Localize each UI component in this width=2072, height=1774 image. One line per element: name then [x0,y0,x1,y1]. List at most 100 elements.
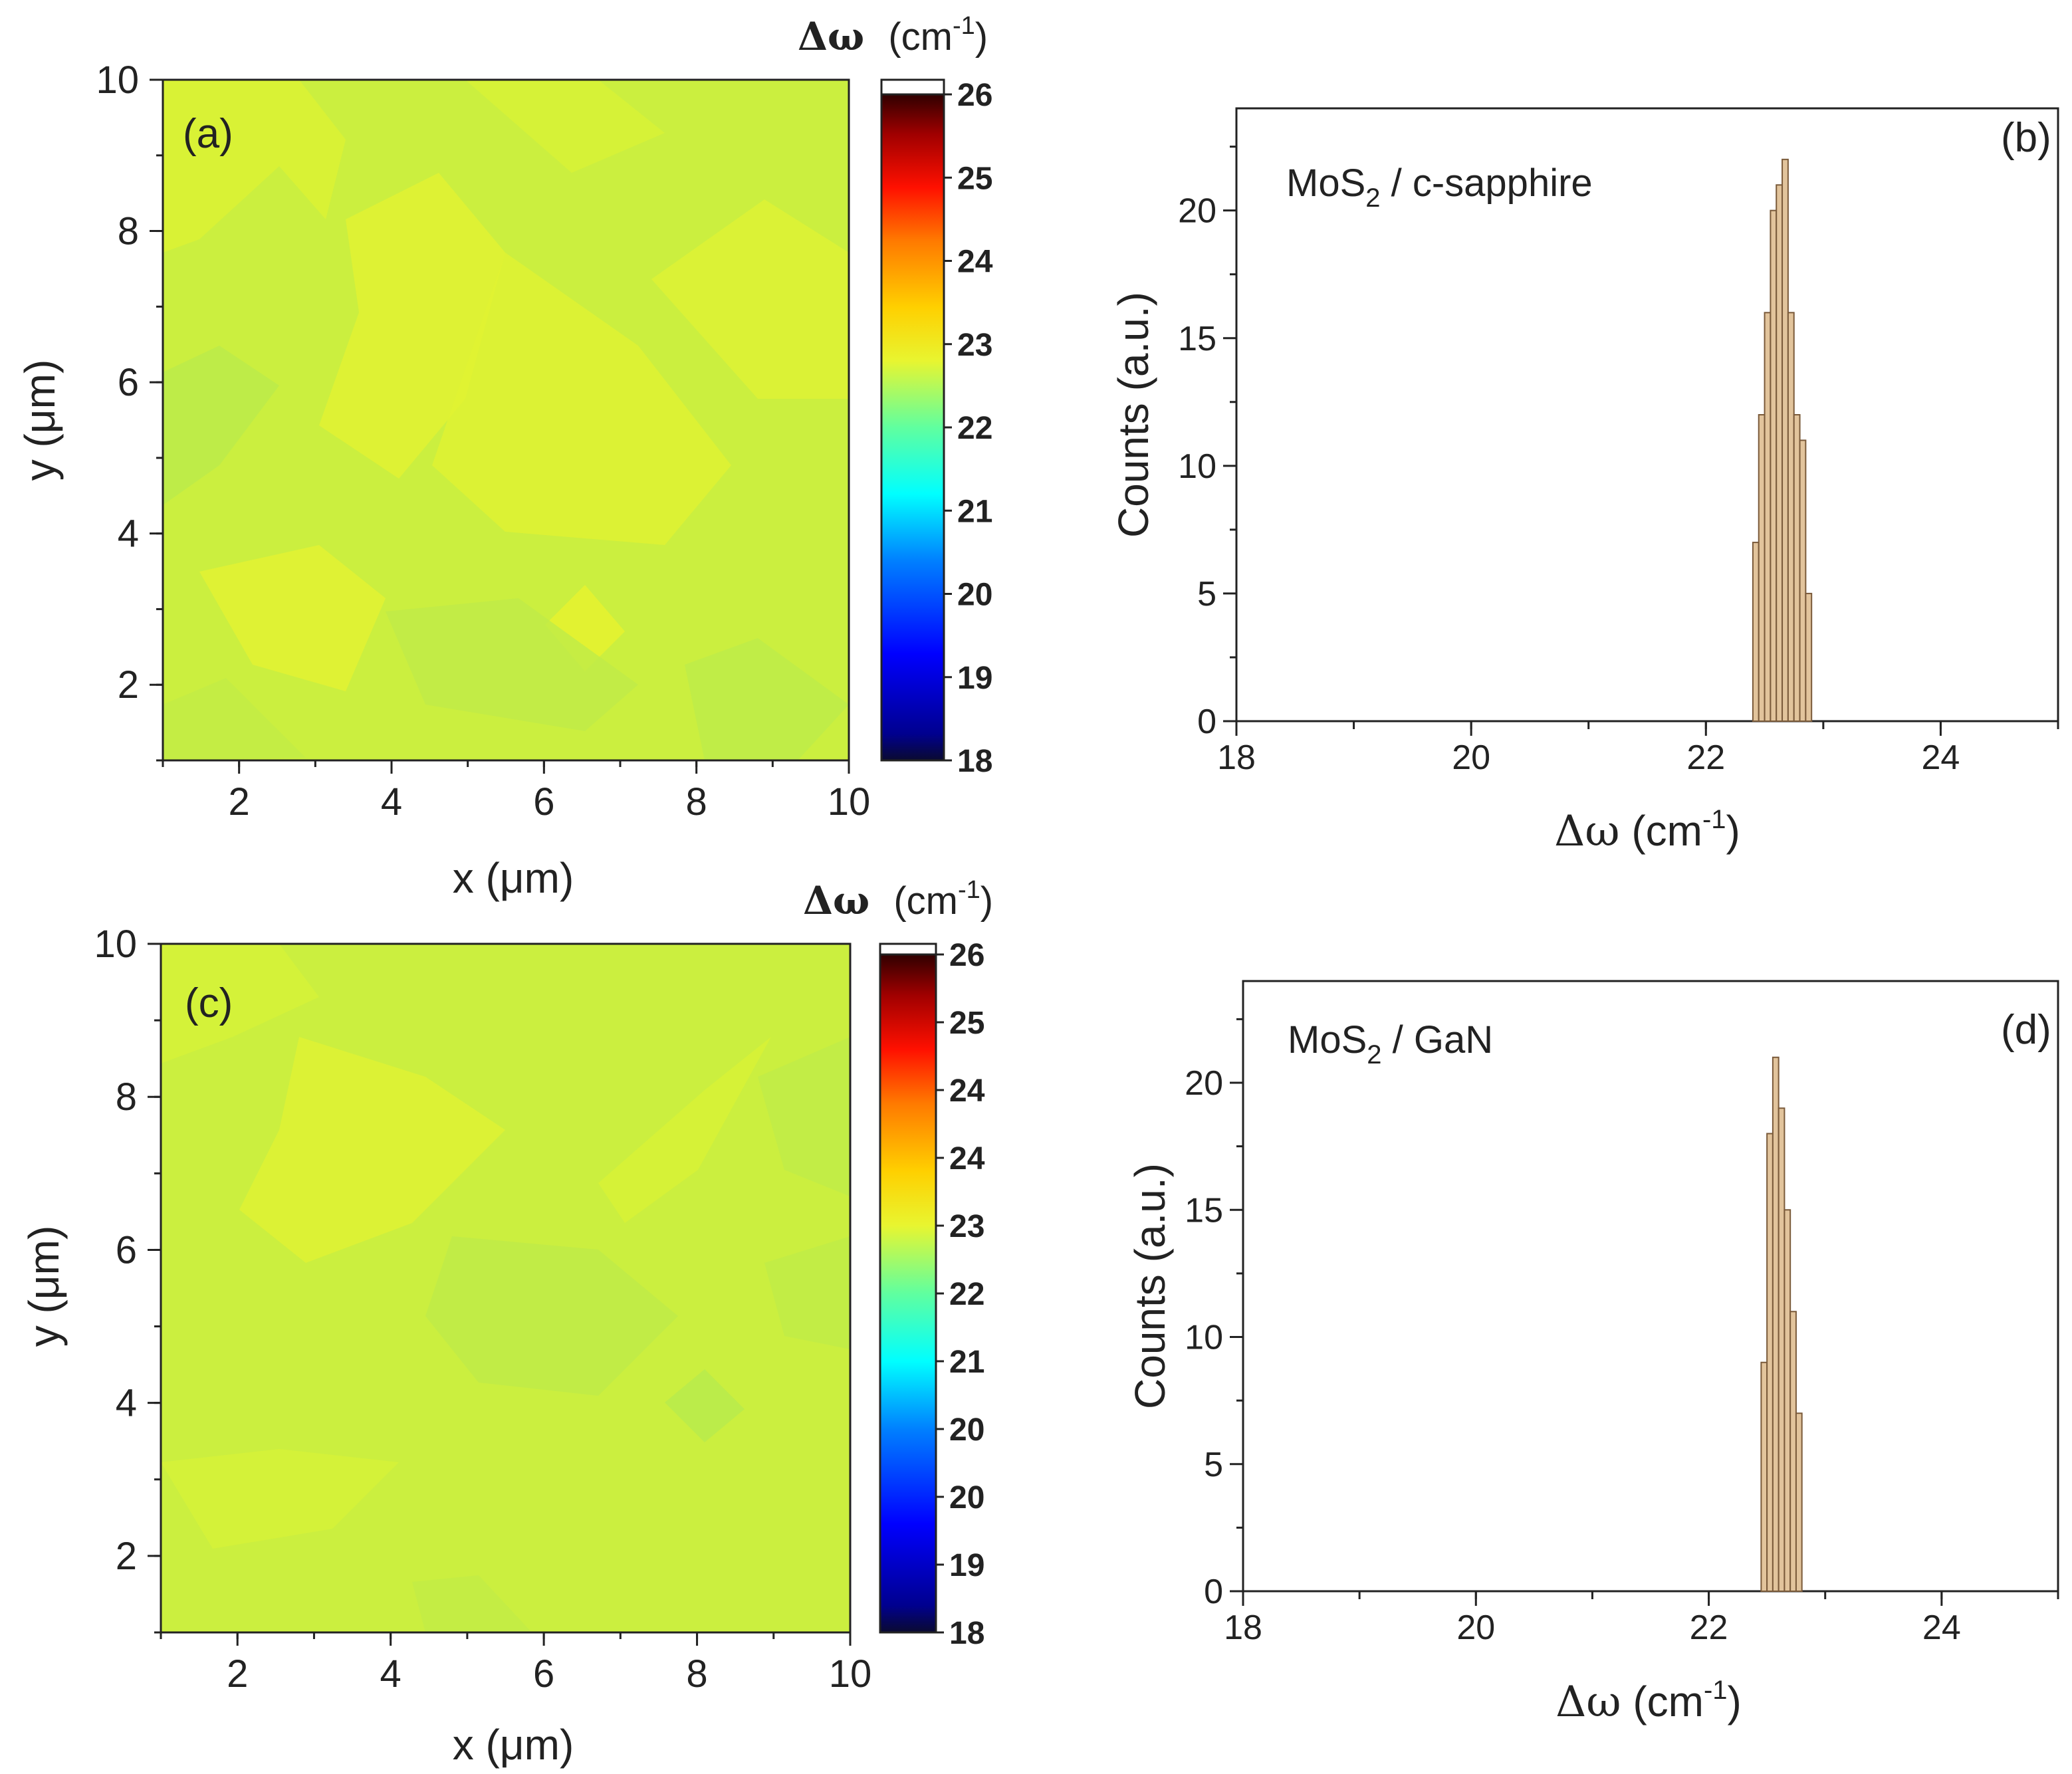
a-colorbar-tick-label: 24 [957,245,993,280]
d-plot-frame [1242,980,2059,1593]
b-xlabel-close: ) [1726,807,1740,855]
panel-d-histogram: 18 20 22 24 0 5 10 15 20 (d) MoS2 / GaN Δω (cm-… [1126,980,2059,1727]
d-annotation-rest: / GaN [1382,1018,1494,1061]
b-x-tick-label: 22 [1686,738,1725,777]
c-x-axis-label: x (μm) [453,1721,574,1769]
a-x-ticks: 2 4 6 8 10 [162,760,870,824]
a-y-axis-label: y (μm) [16,360,64,481]
c-colorbar-tick-label: 20 [949,1412,984,1448]
b-panel-label: (b) [2001,115,2051,161]
c-colorbar-tick-label: 20 [949,1480,984,1515]
d-x-tick-label: 18 [1224,1608,1262,1647]
b-y-tick-label: 0 [1197,703,1216,741]
b-x-tick-label: 24 [1922,738,1960,777]
a-colorbar-top-white [880,78,945,96]
b-xlabel-exp: -1 [1702,805,1726,834]
b-histogram-bar [1799,439,1807,722]
a-y-tick-label: 6 [118,361,139,404]
a-colorbar-tick-label: 26 [957,78,992,113]
d-y-tick-label: 0 [1204,1573,1223,1611]
c-y-ticks: 2 4 6 8 10 [94,923,161,1634]
c-x-tick-label: 2 [227,1652,248,1696]
a-colorbar-tick-label: 23 [957,328,992,363]
a-x-tick-label: 8 [686,780,707,824]
d-annotation-sub: 2 [1367,1040,1381,1069]
a-colorbar-tick-label: 19 [957,661,992,696]
b-histogram-bar [1805,592,1813,722]
b-y-tick-label: 5 [1197,575,1216,613]
b-y-tick-label: 10 [1178,447,1216,486]
b-x-tick-label: 18 [1217,738,1256,777]
a-colorbar-tick-label: 20 [957,578,992,613]
b-bars [1752,158,1813,722]
c-y-axis-label: y (μm) [20,1226,68,1347]
b-xlabel-symbol: Δω [1554,807,1619,856]
d-xlabel-symbol: Δω [1555,1678,1621,1727]
map-c-frame [160,942,852,1634]
c-colorbar-tick-label: 26 [949,938,984,973]
b-annotation-rest: / c-sapphire [1381,162,1593,205]
a-colorbar-ticks: 18 19 20 21 22 23 24 25 26 [944,78,993,779]
b-histogram-bar [1782,158,1789,722]
c-colorbar-symbol: Δω [803,878,869,923]
b-histogram-bar [1793,414,1801,722]
c-colorbar-title: Δω (cm-1) [803,876,993,923]
d-panel-label: (d) [2001,1007,2051,1053]
a-colorbar [880,93,945,762]
a-y-ticks: 2 4 6 8 10 [96,58,163,762]
c-y-tick-label: 4 [116,1382,137,1425]
a-colorbar-tick-label: 18 [957,744,992,779]
b-x-axis-label: Δω (cm-1) [1554,805,1740,856]
b-y-ticks: 0 5 10 15 20 [1178,146,1236,741]
b-y-tick-label: 20 [1178,192,1216,231]
b-plot-frame [1235,107,2059,722]
b-y-tick-label: 15 [1178,320,1216,358]
b-x-tick-label: 20 [1452,738,1490,777]
c-y-tick-label: 8 [116,1075,137,1119]
d-y-ticks: 0 5 10 15 20 [1185,1018,1243,1611]
b-histogram-bar [1752,542,1760,722]
d-x-axis-label: Δω (cm-1) [1555,1676,1742,1727]
a-panel-label: (a) [183,111,233,157]
a-colorbar-unit: (cm [888,15,953,58]
a-y-tick-label: 10 [96,58,139,102]
map-c-regions [161,944,850,1632]
c-colorbar-tick-label: 22 [949,1277,984,1312]
c-colorbar-top-white [879,942,937,956]
c-x-ticks: 2 4 6 8 10 [160,1632,871,1696]
c-colorbar-tick-label: 18 [949,1616,984,1651]
c-colorbar-close: ) [980,879,993,923]
c-colorbar-ticks: 18 19 20 20 21 22 23 24 24 25 26 [936,938,985,1651]
d-y-axis-label: Counts (a.u.) [1126,1163,1174,1409]
b-histogram-bar [1770,209,1778,722]
d-histogram-bar [1760,1361,1768,1592]
d-x-tick-label: 20 [1456,1608,1495,1647]
a-colorbar-close: ) [975,15,988,58]
a-colorbar-exp: -1 [953,12,975,40]
map-a-regions [163,80,849,760]
d-histogram-bar [1789,1311,1797,1592]
c-y-tick-label: 6 [116,1228,137,1272]
c-panel-label: (c) [185,980,233,1026]
d-y-tick-label: 5 [1204,1446,1223,1484]
d-histogram-bar [1795,1412,1803,1592]
a-x-tick-label: 6 [533,780,554,824]
d-y-tick-label: 20 [1185,1064,1223,1103]
a-colorbar-tick-label: 22 [957,411,992,446]
d-y-tick-label: 15 [1185,1191,1223,1230]
c-x-tick-label: 6 [533,1652,554,1696]
c-colorbar-unit: (cm [893,879,958,923]
a-colorbar-tick-label: 21 [957,494,992,529]
d-annotation-main: MoS [1288,1018,1367,1061]
d-xlabel-unit: (cm [1621,1678,1704,1725]
a-x-tick-label: 2 [229,780,250,824]
a-colorbar-symbol: Δω [798,14,864,59]
b-histogram-bar [1758,414,1766,722]
b-xlabel-unit: (cm [1620,807,1702,855]
a-colorbar-title: Δω (cm-1) [798,12,988,59]
d-xlabel-close: ) [1728,1678,1742,1725]
